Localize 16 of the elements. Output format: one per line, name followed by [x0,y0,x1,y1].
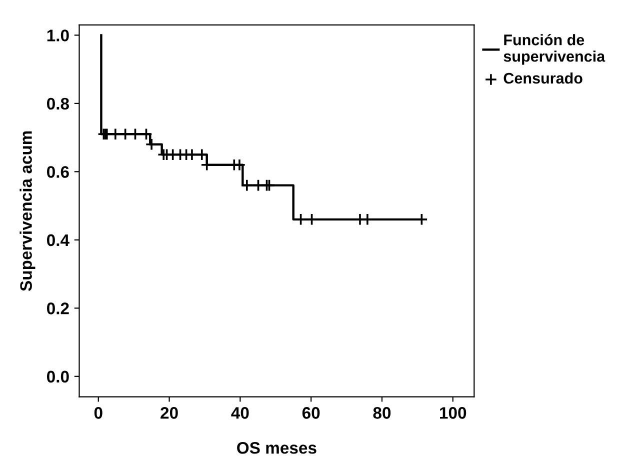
x-tick-label: 100 [440,407,466,419]
y-tick-label: 0.4 [47,234,70,246]
y-tick-label: 1.0 [47,30,69,42]
y-axis-title: Supervivencia acum [20,131,36,292]
y-tick-label: 0.0 [47,370,69,383]
x-tick-label: 80 [373,407,391,419]
y-tick-label: 0.6 [47,166,69,178]
y-tick-label: 0.2 [47,302,69,314]
y-tick-label: 0.8 [47,98,70,110]
x-tick-label: 20 [160,407,178,419]
legend-label: Función de supervivencia [504,34,606,65]
legend-label: Censurado [504,72,582,84]
x-tick-label: 40 [231,407,249,419]
x-axis-title: OS meses [237,442,316,454]
x-tick-label: 60 [302,407,320,419]
x-tick-label: 0 [94,407,102,419]
